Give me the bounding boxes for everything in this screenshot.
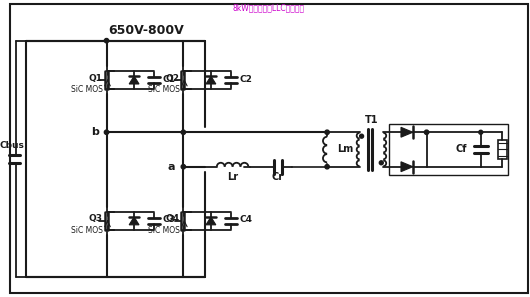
Circle shape [325,130,329,135]
Polygon shape [206,76,216,84]
Text: C3: C3 [163,215,175,225]
Text: Q3: Q3 [89,214,103,223]
Polygon shape [206,217,216,225]
Text: Q1: Q1 [89,74,103,83]
Text: SiC MOS: SiC MOS [147,226,179,235]
Polygon shape [401,162,413,172]
Circle shape [479,130,483,134]
Circle shape [325,165,329,169]
Bar [389,124,508,175]
Text: C4: C4 [240,215,252,225]
Text: Cbus: Cbus [0,140,24,150]
Text: Lm: Lm [337,144,353,154]
Bar [498,140,507,159]
Text: SiC MOS: SiC MOS [147,86,179,94]
Polygon shape [129,217,139,225]
Text: T1: T1 [365,116,378,125]
Polygon shape [129,76,139,84]
Text: SiC MOS: SiC MOS [70,86,103,94]
Circle shape [360,134,364,138]
Text: SiC MOS: SiC MOS [70,226,103,235]
Text: Cf: Cf [455,144,467,154]
Circle shape [181,165,186,169]
Text: b: b [91,127,99,137]
Text: 8kW碳化硅全橋LLC解決方案: 8kW碳化硅全橋LLC解決方案 [233,4,305,13]
Polygon shape [401,127,413,137]
Text: Q4: Q4 [165,214,179,223]
Circle shape [104,39,109,43]
Circle shape [104,130,109,135]
Text: 650V-800V: 650V-800V [109,24,184,37]
Text: C1: C1 [163,75,175,83]
Circle shape [379,161,383,165]
Text: Cr: Cr [272,172,284,181]
Circle shape [425,130,429,135]
Text: Lr: Lr [227,172,238,181]
Text: C2: C2 [240,75,252,83]
Text: Q2: Q2 [165,74,179,83]
Text: a: a [168,162,175,172]
Circle shape [181,130,186,135]
